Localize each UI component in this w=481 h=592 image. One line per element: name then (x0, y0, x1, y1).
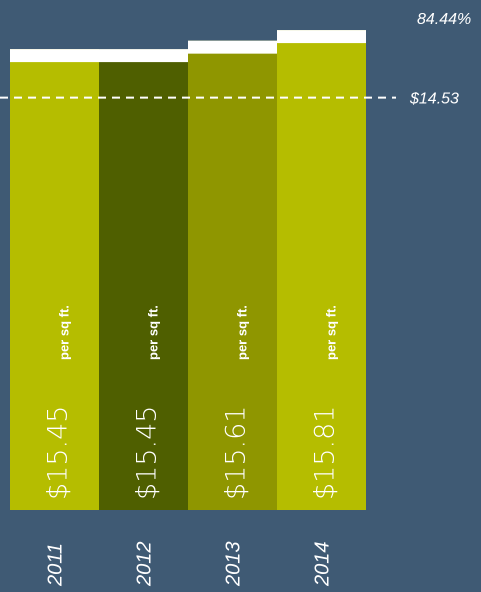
year: 2013 (223, 542, 245, 588)
bar-label: $15.61 per sq ft. (221, 305, 252, 500)
x-tick-label: 2012 (134, 542, 156, 588)
annotation: 84.44% (417, 11, 471, 28)
year: 2014 (312, 542, 334, 588)
unit-label: per sq ft. (146, 305, 161, 360)
value-label: $15.45 (132, 406, 163, 500)
bar-cap (188, 40, 277, 54)
bar-label: $15.45 per sq ft. (43, 305, 74, 500)
bar (99, 49, 188, 511)
value-label: $15.61 (221, 406, 252, 500)
bar-cap (99, 49, 188, 63)
bar (188, 40, 277, 511)
bar-label: $15.45 per sq ft. (132, 305, 163, 500)
year: 2011 (45, 543, 67, 587)
x-tick-label: 2014 (312, 542, 334, 588)
x-tick-label: 2011 (45, 543, 67, 587)
reference-label: $14.53 (409, 91, 459, 108)
value-label: $15.81 (310, 406, 341, 500)
bar (10, 49, 99, 511)
bar (277, 30, 366, 510)
bar-cap (10, 49, 99, 63)
bar-label: $15.81 per sq ft. (310, 305, 341, 500)
unit-label: per sq ft. (57, 305, 72, 360)
unit-label: per sq ft. (235, 305, 250, 360)
value-label: $15.45 (43, 406, 74, 500)
year: 2012 (134, 542, 156, 588)
x-tick-label: 2013 (223, 542, 245, 588)
unit-label: per sq ft. (324, 305, 339, 360)
bar-cap (277, 30, 366, 44)
